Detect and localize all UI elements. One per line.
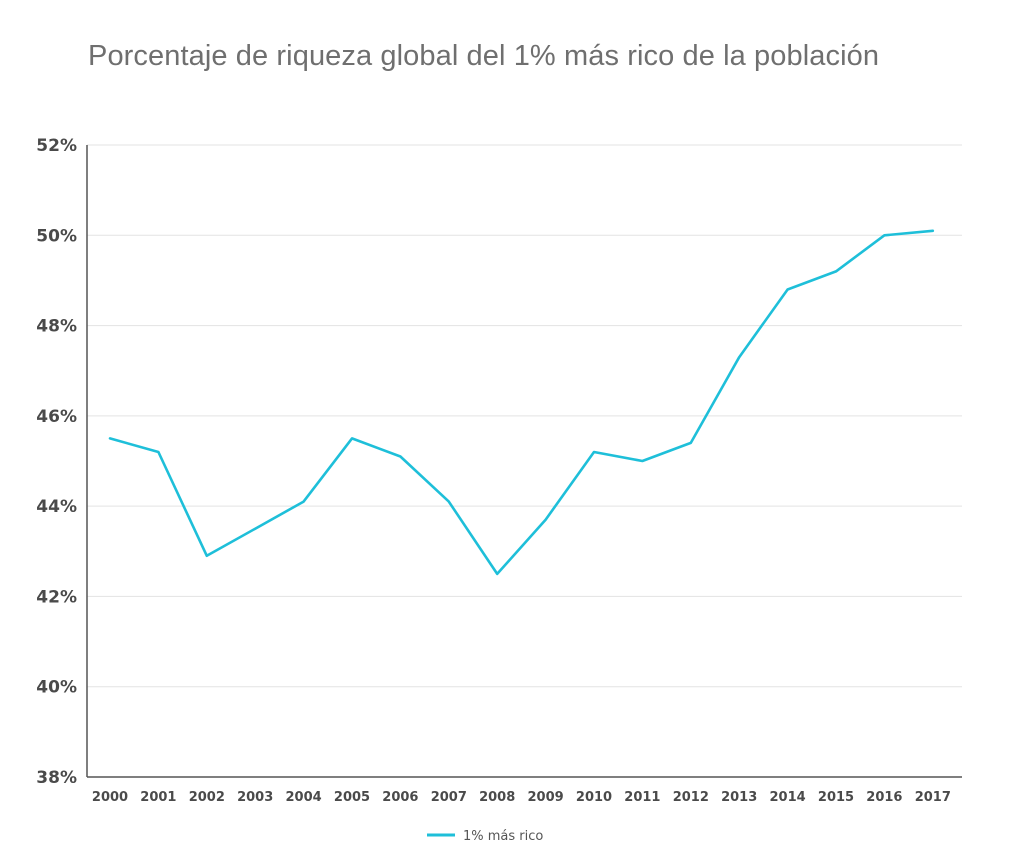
y-tick-label: 38% xyxy=(36,768,77,788)
y-tick-label: 44% xyxy=(36,497,77,517)
y-tick-label: 46% xyxy=(36,407,77,427)
y-tick-label: 40% xyxy=(36,678,77,698)
y-tick-label: 42% xyxy=(36,587,77,607)
y-tick-labels: 38% 40% 42% 44% 46% 48% 50% 52% xyxy=(36,136,77,788)
series-line xyxy=(108,229,935,576)
y-tick-label: 50% xyxy=(36,226,77,246)
x-tick-label: 2003 xyxy=(237,790,273,805)
y-tick-label: 48% xyxy=(36,317,77,337)
x-tick-label: 2017 xyxy=(915,790,951,805)
x-tick-label: 2006 xyxy=(382,790,418,805)
x-tick-label: 2016 xyxy=(866,790,902,805)
x-tick-label: 2012 xyxy=(673,790,709,805)
x-tick-label: 2000 xyxy=(92,790,128,805)
series-layer xyxy=(108,229,935,576)
x-tick-label: 2015 xyxy=(818,790,854,805)
x-tick-label: 2013 xyxy=(721,790,757,805)
x-tick-label: 2002 xyxy=(189,790,225,805)
x-tick-label: 2007 xyxy=(431,790,467,805)
x-tick-label: 2001 xyxy=(140,790,176,805)
x-tick-label: 2014 xyxy=(770,790,806,805)
x-tick-label: 2010 xyxy=(576,790,612,805)
x-tick-labels: 2000 2001 2002 2003 2004 2005 2006 2007 2008 2009… xyxy=(92,790,951,805)
axes xyxy=(86,145,962,778)
chart-title: Porcentaje de riqueza global del 1% más … xyxy=(88,40,880,72)
y-tick-label: 52% xyxy=(36,136,77,156)
x-tick-label: 2008 xyxy=(479,790,515,805)
legend-label: 1% más rico xyxy=(463,829,543,844)
x-tick-label: 2005 xyxy=(334,790,370,805)
x-tick-label: 2011 xyxy=(624,790,660,805)
x-tick-label: 2004 xyxy=(286,790,322,805)
gridlines xyxy=(87,144,962,688)
x-tick-label: 2009 xyxy=(528,790,564,805)
legend: 1% más rico xyxy=(427,829,543,844)
